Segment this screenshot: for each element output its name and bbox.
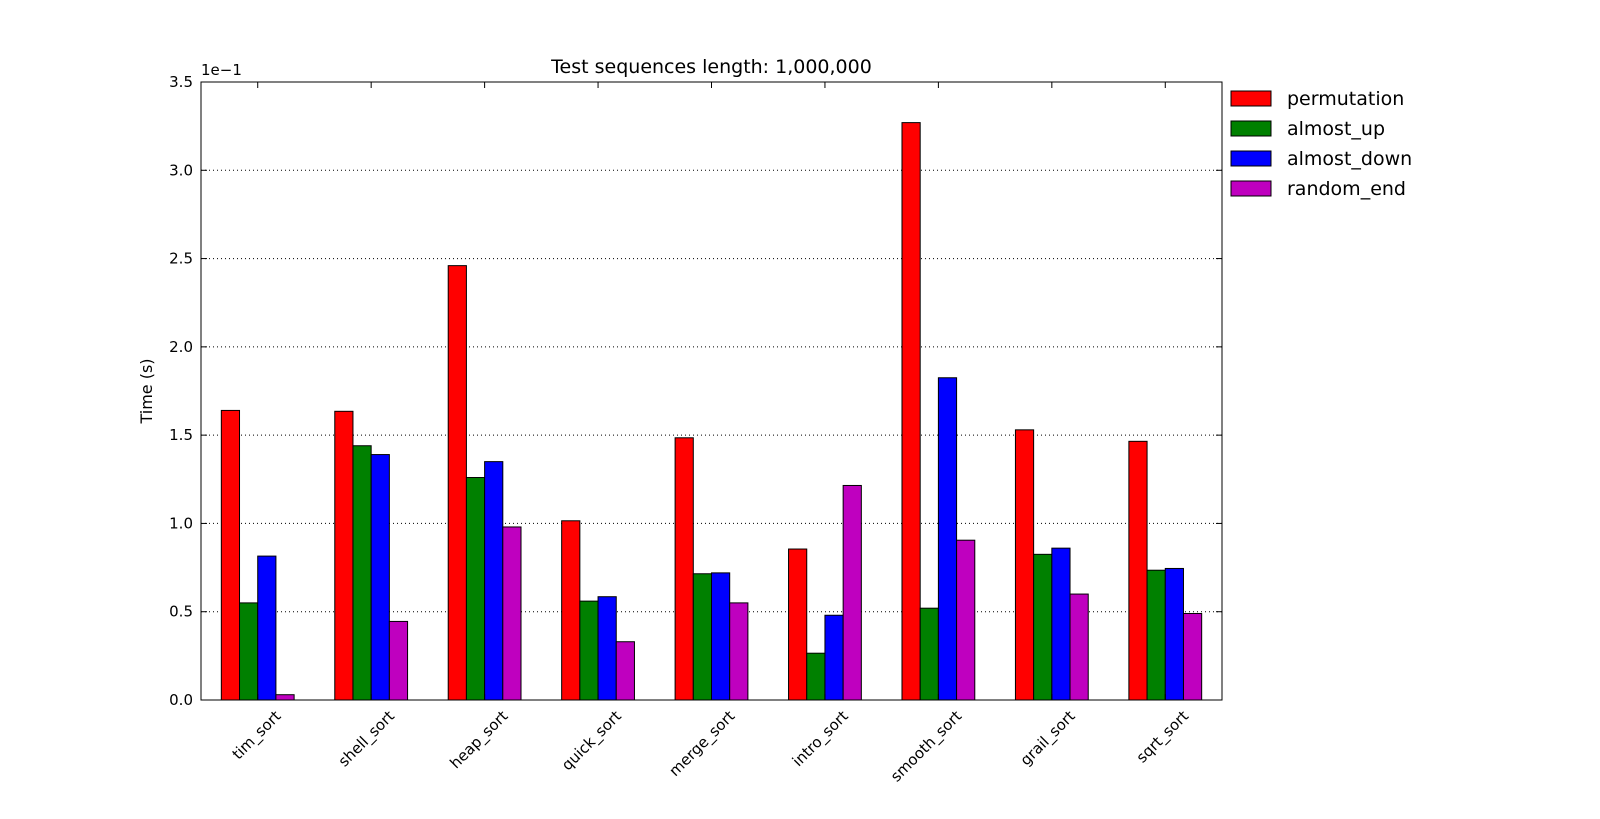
bar-random_end-grail_sort — [1069, 593, 1089, 701]
x-tick-label: merge_sort — [665, 707, 739, 781]
x-tick-label: tim_sort — [229, 707, 286, 764]
legend-label-almost_down: almost_down — [1287, 148, 1412, 170]
bar-almost_down-quick_sort — [597, 596, 617, 701]
legend-label-random_end: random_end — [1287, 178, 1406, 200]
bar-random_end-smooth_sort — [956, 539, 976, 701]
bar-almost_down-heap_sort — [484, 461, 504, 701]
x-tick-label: smooth_sort — [887, 707, 966, 786]
y-tick-label: 2.0 — [169, 338, 193, 356]
bar-permutation-sqrt_sort — [1128, 440, 1148, 701]
legend: permutation almost_up almost_down random_en… — [1230, 88, 1412, 200]
bar-almost_down-intro_sort — [824, 614, 844, 701]
bar-permutation-tim_sort — [220, 409, 241, 701]
bar-almost_down-smooth_sort — [937, 377, 958, 701]
x-tick-label: sqrt_sort — [1133, 707, 1193, 767]
legend-swatch-random_end — [1230, 180, 1272, 197]
x-tick-label: grail_sort — [1017, 707, 1080, 770]
bar-permutation-intro_sort — [788, 548, 808, 701]
bar-random_end-sqrt_sort — [1182, 612, 1203, 701]
legend-swatch-permutation — [1230, 90, 1272, 107]
legend-swatch-almost_down — [1230, 150, 1272, 167]
bar-random_end-heap_sort — [502, 526, 522, 701]
chart-title: Test sequences length: 1,000,000 — [550, 56, 872, 78]
bar-permutation-shell_sort — [334, 410, 354, 701]
bar-random_end-quick_sort — [615, 641, 635, 701]
y-tick-label: 2.5 — [169, 250, 193, 268]
legend-label-permutation: permutation — [1287, 88, 1404, 110]
bar-almost_up-sqrt_sort — [1146, 569, 1166, 701]
bar-almost_up-merge_sort — [692, 573, 712, 701]
bar-almost_up-intro_sort — [806, 652, 826, 701]
legend-label-almost_up: almost_up — [1287, 118, 1385, 140]
bar-random_end-merge_sort — [729, 602, 749, 701]
bar-almost_up-tim_sort — [239, 602, 259, 701]
bar-almost_up-shell_sort — [352, 445, 372, 701]
y-tick-label: 1.5 — [169, 426, 193, 444]
bar-permutation-merge_sort — [674, 437, 694, 701]
bar-random_end-tim_sort — [275, 694, 295, 701]
bar-permutation-grail_sort — [1014, 429, 1035, 701]
x-tick-label: shell_sort — [335, 707, 399, 771]
y-tick-label: 3.0 — [169, 161, 193, 179]
bar-almost_down-shell_sort — [370, 454, 390, 701]
x-tick-label: heap_sort — [446, 707, 512, 773]
y-tick-label: 1.0 — [169, 514, 193, 532]
bar-almost_up-grail_sort — [1033, 553, 1053, 701]
bars — [220, 122, 1203, 701]
y-axis-offset-label: 1e−1 — [201, 61, 242, 79]
bar-almost_down-tim_sort — [257, 555, 277, 701]
y-tick-label: 0.0 — [169, 691, 193, 709]
bar-random_end-intro_sort — [842, 484, 862, 701]
legend-swatch-almost_up — [1230, 120, 1272, 137]
x-tick-label: intro_sort — [789, 707, 853, 771]
bar-permutation-quick_sort — [561, 520, 581, 701]
bar-almost_up-smooth_sort — [919, 607, 939, 701]
y-tick-label: 0.5 — [169, 603, 193, 621]
bar-almost_down-grail_sort — [1051, 547, 1071, 701]
bar-almost_up-heap_sort — [465, 477, 486, 701]
bar-almost_down-merge_sort — [711, 572, 731, 701]
bar-permutation-smooth_sort — [901, 122, 921, 701]
y-axis-label: Time (s) — [137, 358, 156, 424]
y-tick-label: 3.5 — [169, 73, 193, 91]
bar-permutation-heap_sort — [447, 265, 467, 701]
bar-almost_up-quick_sort — [579, 600, 599, 701]
x-tick-label: quick_sort — [558, 707, 626, 775]
bar-random_end-shell_sort — [388, 620, 409, 701]
bar-almost_down-sqrt_sort — [1164, 567, 1184, 701]
